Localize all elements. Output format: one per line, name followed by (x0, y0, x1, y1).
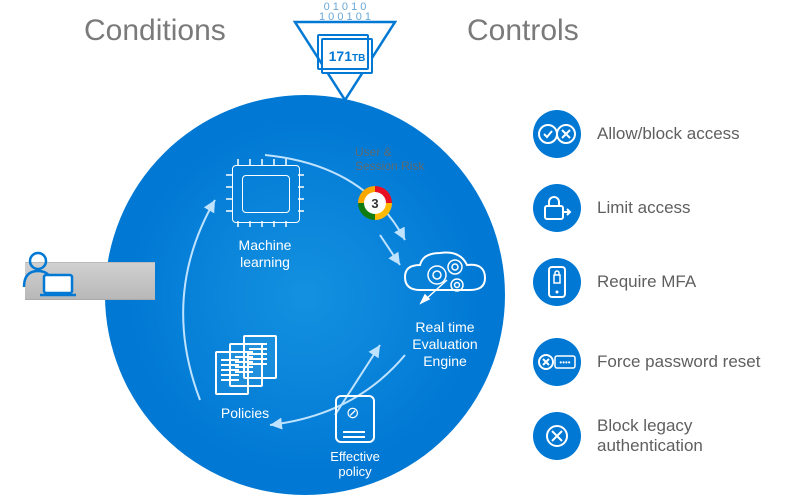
mfa-icon (533, 258, 581, 306)
control-label: Allow/block access (597, 124, 740, 144)
limit-icon (533, 184, 581, 232)
node-ep-label: Effective policy (315, 449, 395, 479)
control-limit: Limit access (533, 184, 787, 232)
control-password: •••• Force password reset (533, 338, 787, 386)
control-mfa: Require MFA (533, 258, 787, 306)
allow-block-icon (533, 110, 581, 158)
control-label: Require MFA (597, 272, 696, 292)
controls-heading: Controls (467, 14, 579, 48)
data-volume-value: 171 (329, 48, 352, 64)
node-ml-label: Machine learning (195, 237, 335, 271)
control-legacy: Block legacy authentication (533, 412, 787, 460)
legacy-block-icon (533, 412, 581, 460)
node-realtime-engine: Real time Evaluation Engine (370, 245, 520, 385)
svg-text:••••: •••• (559, 358, 570, 367)
conditions-heading: Conditions (84, 14, 226, 48)
risk-score-badge: 3 (358, 186, 392, 220)
controls-list: Allow/block access Limit access Require … (533, 110, 787, 486)
session-risk-label: User & Session Risk (355, 145, 435, 174)
password-icon: •••• (533, 338, 581, 386)
node-machine-learning: Machine learning (195, 155, 335, 275)
control-allow-block: Allow/block access (533, 110, 787, 158)
control-label: Limit access (597, 198, 691, 218)
user-device-icon (18, 245, 78, 305)
node-pol-label: Policies (175, 405, 315, 422)
node-effective-policy: Effective policy (315, 395, 395, 479)
node-policies: Policies (175, 335, 315, 465)
data-volume-unit: TB (352, 53, 365, 64)
data-volume-badge: 171TB (321, 38, 373, 74)
control-label: Force password reset (597, 352, 760, 372)
node-rt-label: Real time Evaluation Engine (370, 319, 520, 369)
risk-score-value: 3 (364, 192, 386, 214)
control-label: Block legacy authentication (597, 416, 787, 457)
